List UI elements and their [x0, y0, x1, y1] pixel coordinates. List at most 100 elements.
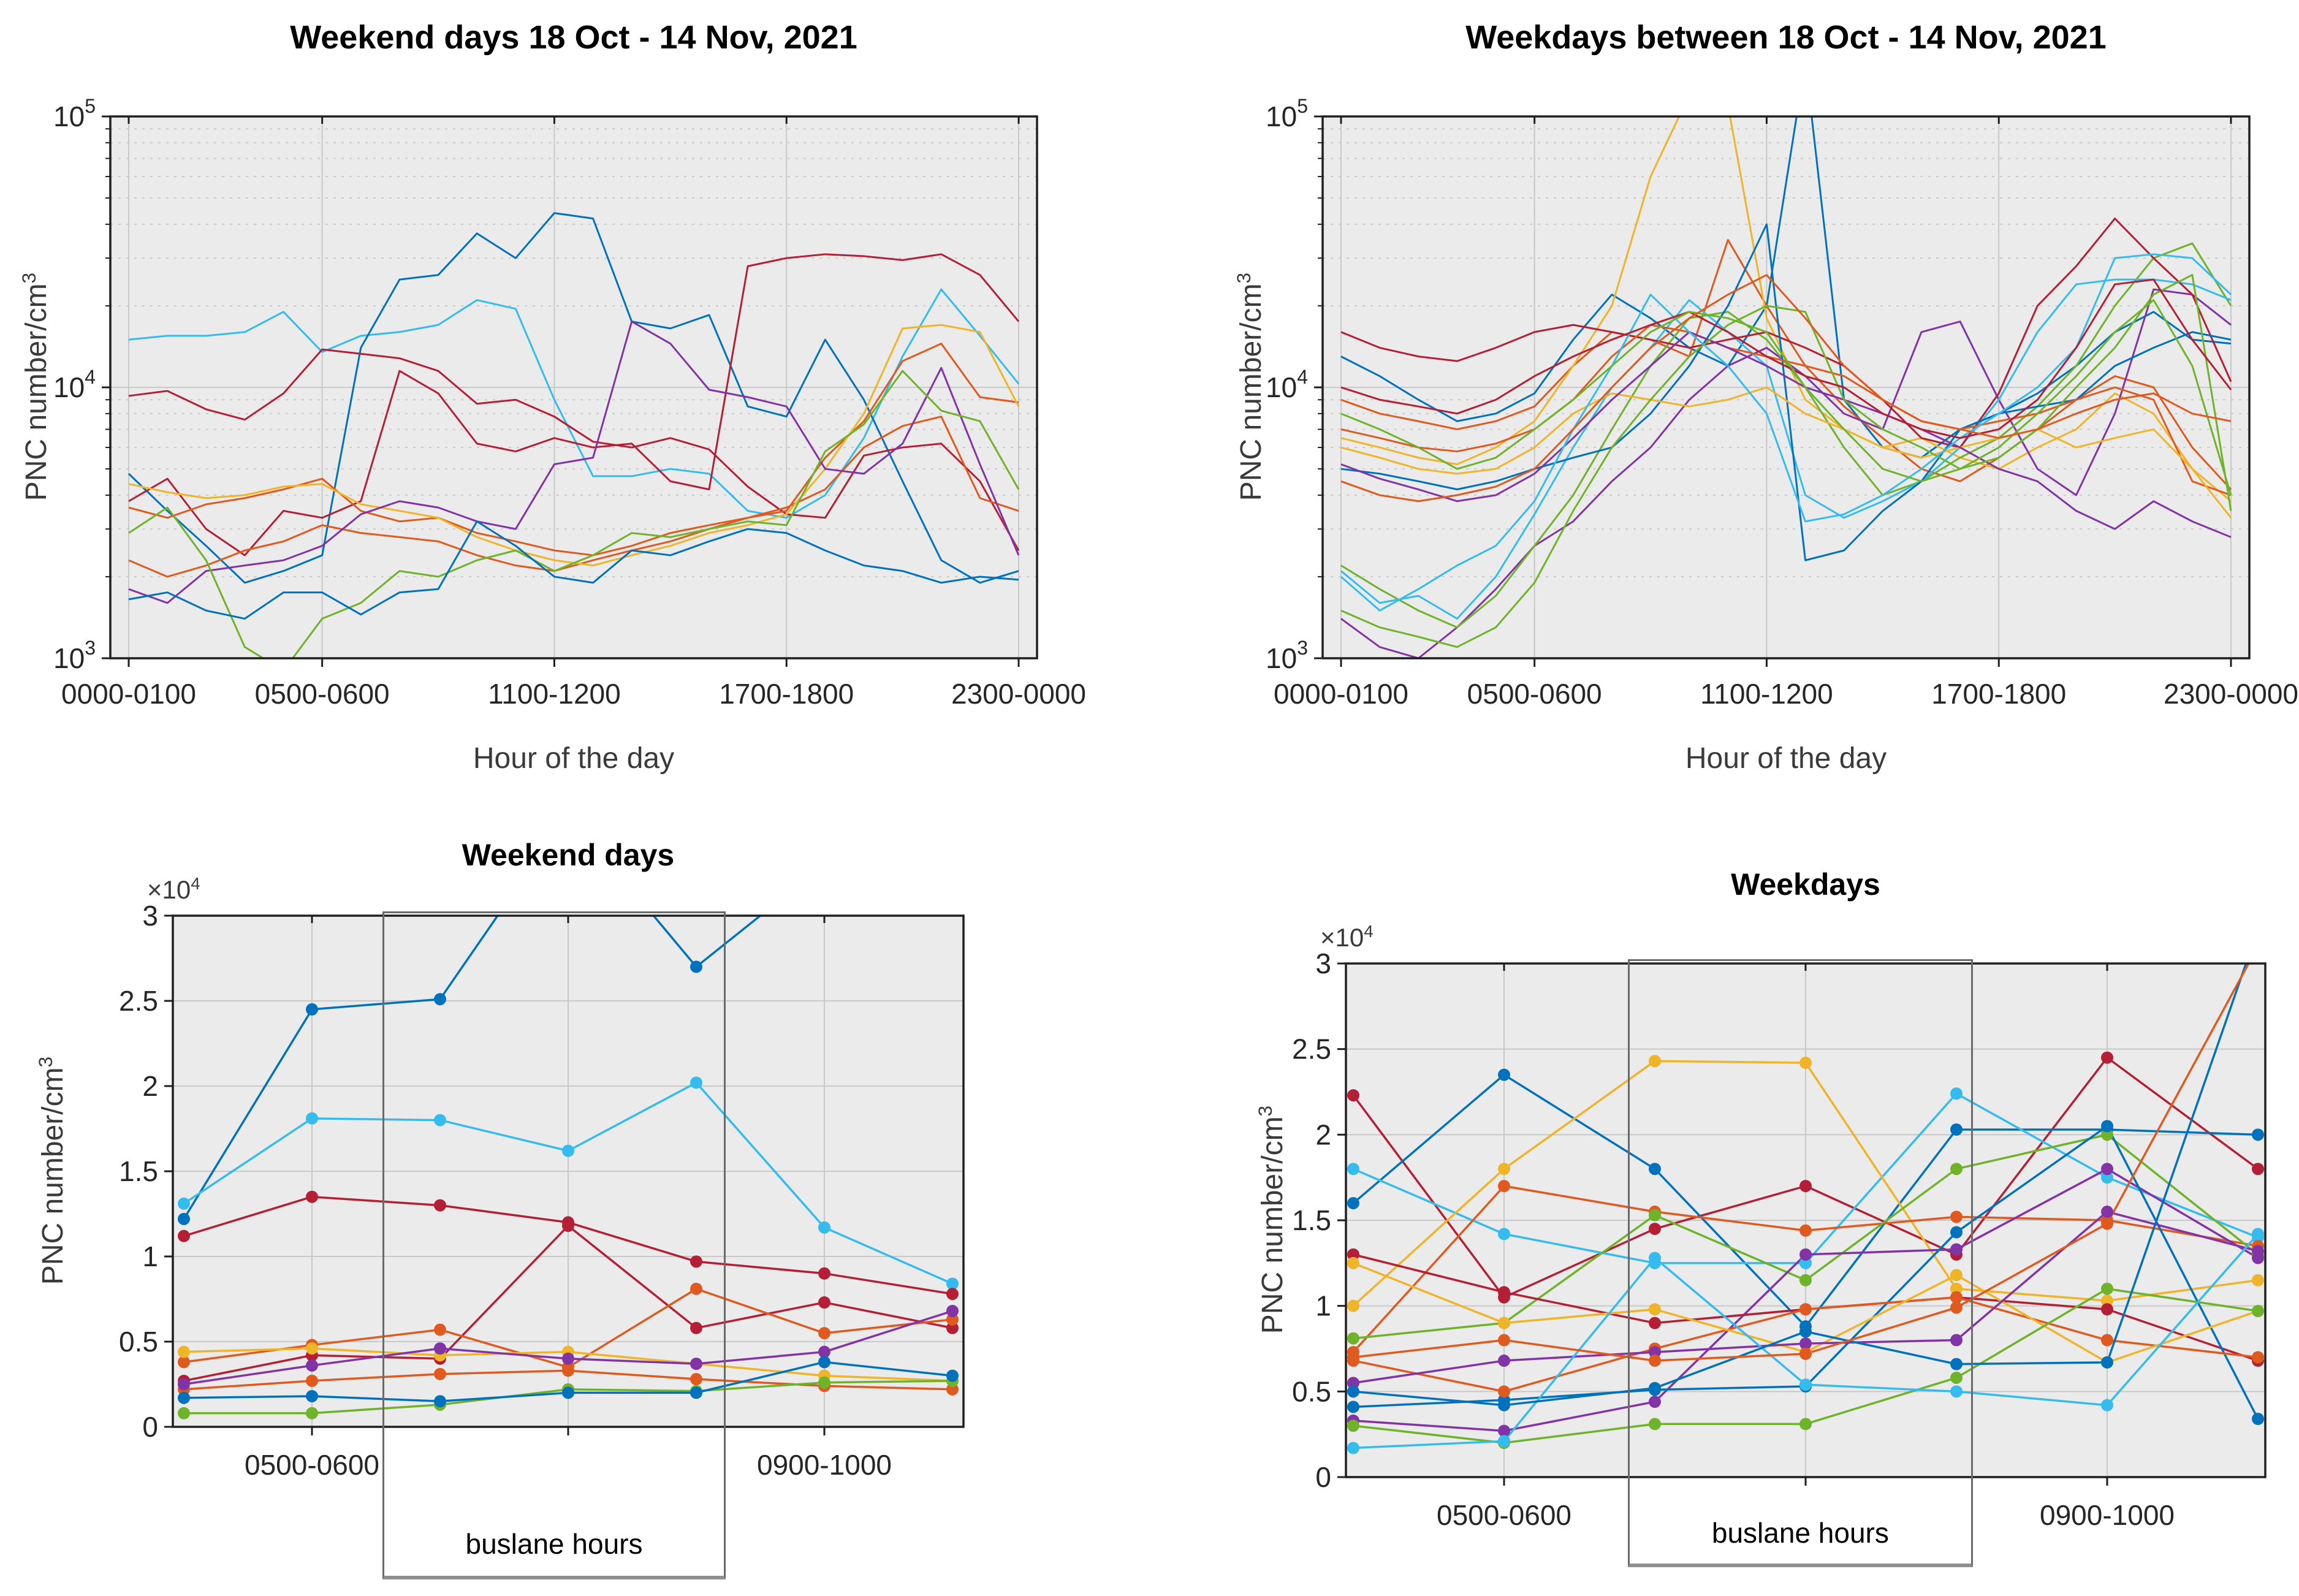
chart-title-weekend-hourly: Weekend days 18 Oct - 14 Nov, 2021	[290, 19, 857, 56]
data-point-marker	[1347, 1400, 1359, 1413]
data-point-marker	[2101, 1171, 2113, 1184]
data-point-marker	[1347, 1385, 1359, 1398]
chart-title-weekday-hourly: Weekdays between 18 Oct - 14 Nov, 2021	[1465, 19, 2107, 56]
data-point-marker	[1649, 1317, 1661, 1329]
series-line-7	[1340, 218, 2232, 449]
data-point-marker	[1950, 1226, 1963, 1239]
data-point-marker	[690, 1321, 702, 1334]
y-tick-label: 0	[1315, 1461, 1331, 1493]
y-axis-label-weekday-hourly: PNC number/cm3	[1233, 272, 1267, 501]
data-point-marker	[2252, 1245, 2264, 1258]
data-point-marker	[1799, 1274, 1812, 1286]
series-line-4	[128, 253, 1020, 557]
series-line-8	[128, 321, 1020, 604]
data-point-marker	[946, 875, 959, 887]
data-point-marker	[1799, 1224, 1812, 1237]
data-point-marker	[2252, 1274, 2264, 1286]
data-point-marker	[1498, 1317, 1510, 1329]
y-tick-label: 103	[1266, 637, 1308, 674]
axis-ticks	[1314, 115, 2232, 667]
series-group	[178, 807, 959, 1419]
data-point-marker	[690, 1282, 702, 1295]
data-point-marker	[178, 1212, 190, 1225]
series-line-2	[127, 212, 1019, 584]
series-line-6	[1340, 278, 2232, 620]
data-point-marker	[1498, 1385, 1510, 1398]
data-point-marker	[434, 1367, 446, 1380]
x-tick-label: 0000-0100	[61, 678, 196, 710]
data-point-marker	[1347, 1089, 1359, 1102]
data-point-marker	[1649, 1055, 1661, 1068]
data-point-marker	[1799, 1325, 1812, 1338]
data-point-marker	[1498, 1399, 1510, 1412]
data-point-marker	[946, 1313, 959, 1326]
data-point-marker	[1799, 1418, 1812, 1431]
data-point-marker	[690, 1373, 702, 1386]
series-group	[127, 212, 1020, 658]
data-point-marker	[2101, 1282, 2113, 1295]
data-point-marker	[2101, 1294, 2113, 1307]
data-point-marker	[1347, 1351, 1359, 1364]
series-line-9	[128, 370, 1020, 658]
x-tick-label: 2300-0000	[2164, 678, 2298, 710]
data-point-marker	[1649, 1396, 1661, 1408]
y-tick-label: 3	[1315, 948, 1331, 979]
data-point-marker	[946, 1304, 959, 1317]
data-point-marker	[178, 1391, 190, 1404]
data-point-marker	[690, 1076, 702, 1089]
data-point-marker	[434, 993, 446, 1006]
data-point-marker	[818, 1267, 830, 1280]
data-point-marker	[1799, 1337, 1812, 1350]
data-point-marker	[306, 1003, 318, 1016]
data-point-marker	[562, 1386, 574, 1399]
y-tick-label: 2	[142, 1070, 158, 1102]
data-point-marker	[178, 1197, 190, 1210]
x-axis-label-weekend-hourly: Hour of the day	[473, 742, 675, 775]
series-line-16	[1340, 274, 2232, 503]
data-point-marker	[1347, 1377, 1359, 1389]
data-point-marker	[2101, 1163, 2113, 1176]
y-tick-label: 1.5	[119, 1155, 158, 1187]
axis-ticks	[1337, 962, 2108, 1486]
y-tick-label: 1	[142, 1241, 158, 1272]
data-point-marker	[1649, 1222, 1661, 1235]
data-point-marker	[2101, 1334, 2113, 1347]
data-point-marker	[2252, 1351, 2264, 1364]
buslane-hours-annotation-label-weekday: buslane hours	[1711, 1517, 1889, 1549]
data-point-marker	[1347, 1332, 1359, 1345]
y-axis-multiplier-weekday-morning: ×104	[1320, 922, 1374, 952]
data-point-marker	[1649, 1163, 1661, 1176]
data-point-marker	[2252, 1163, 2264, 1176]
data-point-marker	[1950, 1358, 1963, 1370]
data-point-marker	[562, 807, 574, 819]
weekday-morning-plot: 0500-0600 0900-1000 0 0.5 1 1.5 2 2.5 3	[1292, 948, 2267, 1531]
series-group	[1340, 116, 2232, 658]
series-line-10	[128, 520, 1019, 620]
data-point-marker	[1799, 1256, 1812, 1269]
data-point-marker	[2101, 1128, 2113, 1141]
data-point-marker	[2101, 1206, 2113, 1218]
x-tick-label: 1700-1800	[1931, 678, 2066, 710]
x-tick-label: 1100-1200	[1700, 678, 1833, 710]
y-tick-label: 0.5	[1292, 1375, 1331, 1407]
data-point-marker	[1799, 1180, 1812, 1193]
series-line-6	[128, 416, 1019, 578]
data-point-marker	[1498, 1355, 1510, 1367]
data-point-marker	[1498, 1435, 1510, 1448]
x-tick-label: 1700-1800	[719, 678, 854, 710]
data-point-marker	[1950, 1243, 1963, 1256]
data-point-marker	[178, 1356, 190, 1369]
data-point-marker	[1950, 1123, 1963, 1136]
data-point-marker	[434, 1342, 446, 1355]
x-tick-label: 2300-0000	[951, 678, 1086, 710]
chart-title-weekend-morning: Weekend days	[462, 838, 675, 872]
data-point-marker	[1498, 1068, 1510, 1081]
data-point-marker	[946, 1288, 959, 1301]
data-point-marker	[690, 1358, 702, 1370]
series-line-11	[1340, 331, 2232, 538]
data-point-marker	[1498, 1180, 1510, 1193]
y-tick-label: 2.5	[119, 985, 158, 1017]
data-point-marker	[2252, 1128, 2264, 1141]
axis-tick-labels: 0500-0600 0900-1000 0 0.5 1 1.5 2 2.5 3	[1292, 948, 2175, 1531]
data-point-marker	[1347, 1163, 1359, 1176]
